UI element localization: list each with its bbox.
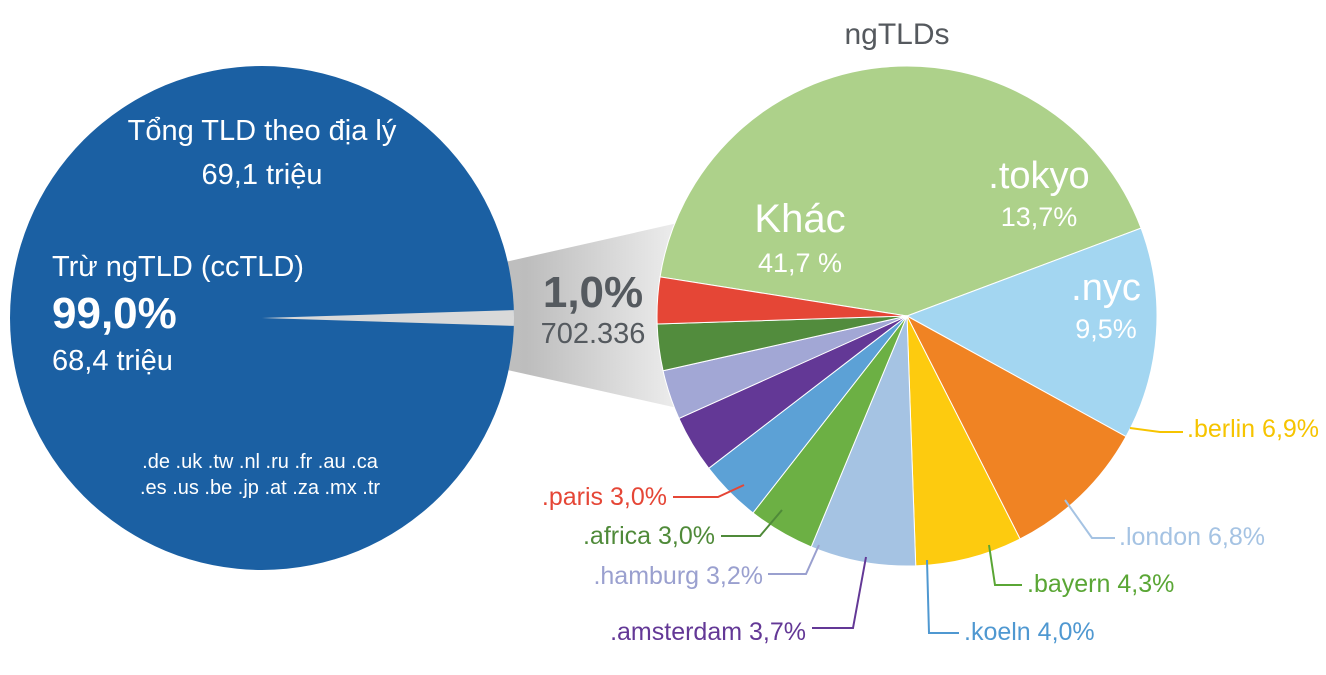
slice-callout-bayern: .bayern 4,3% bbox=[1027, 570, 1174, 598]
slice-value-hamburg: 3,2% bbox=[706, 562, 763, 590]
ngtld-share-percent: 1,0% bbox=[543, 268, 643, 317]
leader-line-africa bbox=[721, 509, 783, 537]
pie-slice-nyc bbox=[905, 314, 1127, 540]
slice-label-hamburg: .hamburg bbox=[593, 562, 706, 590]
leader-line-berlin bbox=[1129, 427, 1183, 433]
leader-lines bbox=[673, 427, 1183, 634]
slice-value-bayern: 4,3% bbox=[1117, 570, 1174, 598]
leader-line-paris bbox=[673, 484, 745, 498]
cctld-list-line-2: .es .us .be .jp .at .za .mx .tr bbox=[140, 477, 380, 499]
pie-slice-kh-c bbox=[659, 65, 1142, 317]
total-heading: Tổng TLD theo địa lý bbox=[128, 115, 397, 147]
slice-label-africa: .africa bbox=[583, 522, 658, 550]
slice-label-kh-c: Khác bbox=[754, 197, 845, 241]
slice-label-nyc: .nyc bbox=[1071, 267, 1141, 309]
slice-label-koeln: .koeln bbox=[964, 618, 1038, 646]
slice-callout-paris: .paris 3,0% bbox=[542, 483, 667, 511]
leader-line-bayern bbox=[988, 544, 1022, 586]
subset-count: 68,4 triệu bbox=[52, 345, 173, 377]
leader-line-hamburg bbox=[768, 544, 820, 575]
slice-label-bayern: .bayern bbox=[1027, 570, 1117, 598]
slice-value-africa: 3,0% bbox=[658, 522, 715, 550]
pie-slice-london bbox=[810, 315, 917, 567]
leader-line-amsterdam bbox=[812, 556, 867, 629]
slice-value-kh-c: 41,7 % bbox=[758, 248, 842, 278]
pie-slice-tokyo bbox=[905, 227, 1158, 438]
slice-value-nyc: 9,5% bbox=[1075, 314, 1137, 344]
slice-label-berlin: .berlin bbox=[1187, 415, 1262, 443]
leader-line-koeln bbox=[926, 559, 959, 634]
slice-label-paris: .paris bbox=[542, 483, 610, 511]
pie-slice-paris bbox=[656, 276, 908, 325]
cctld-list-line-1: .de .uk .tw .nl .ru .fr .au .ca bbox=[142, 451, 379, 473]
ngtld-sliver bbox=[262, 310, 514, 326]
slice-callout-amsterdam: .amsterdam 3,7% bbox=[610, 618, 806, 646]
ngtld-pie bbox=[656, 65, 1158, 567]
slice-value-paris: 3,0% bbox=[610, 483, 667, 511]
ngtld-share-count: 702.336 bbox=[541, 318, 646, 350]
slice-callout-koeln: .koeln 4,0% bbox=[964, 618, 1095, 646]
ngtld-pie-title: ngTLDs bbox=[844, 18, 949, 51]
pie-slice-berlin bbox=[906, 315, 1021, 567]
slice-callout-africa: .africa 3,0% bbox=[583, 522, 715, 550]
slice-label-amsterdam: .amsterdam bbox=[610, 618, 749, 646]
slice-value-tokyo: 13,7% bbox=[1001, 202, 1078, 232]
slice-callout-hamburg: .hamburg 3,2% bbox=[593, 562, 763, 590]
leader-line-london bbox=[1064, 499, 1115, 539]
slice-value-amsterdam: 3,7% bbox=[749, 618, 806, 646]
slice-value-london: 6,8% bbox=[1208, 523, 1265, 551]
slice-label-tokyo: .tokyo bbox=[988, 155, 1089, 197]
slice-label-london: .london bbox=[1119, 523, 1208, 551]
subset-percent: 99,0% bbox=[52, 289, 177, 338]
total-count: 69,1 triệu bbox=[202, 159, 323, 191]
slice-value-berlin: 6,9% bbox=[1262, 415, 1319, 443]
slice-value-koeln: 4,0% bbox=[1038, 618, 1095, 646]
slice-callout-london: .london 6,8% bbox=[1119, 523, 1265, 551]
slice-callout-berlin: .berlin 6,9% bbox=[1187, 415, 1319, 443]
slice-labels: Khác 41,7 % .tokyo 13,7% .nyc 9,5% .berlin 6,9… bbox=[542, 155, 1319, 646]
subset-label: Trừ ngTLD (ccTLD) bbox=[52, 251, 304, 283]
